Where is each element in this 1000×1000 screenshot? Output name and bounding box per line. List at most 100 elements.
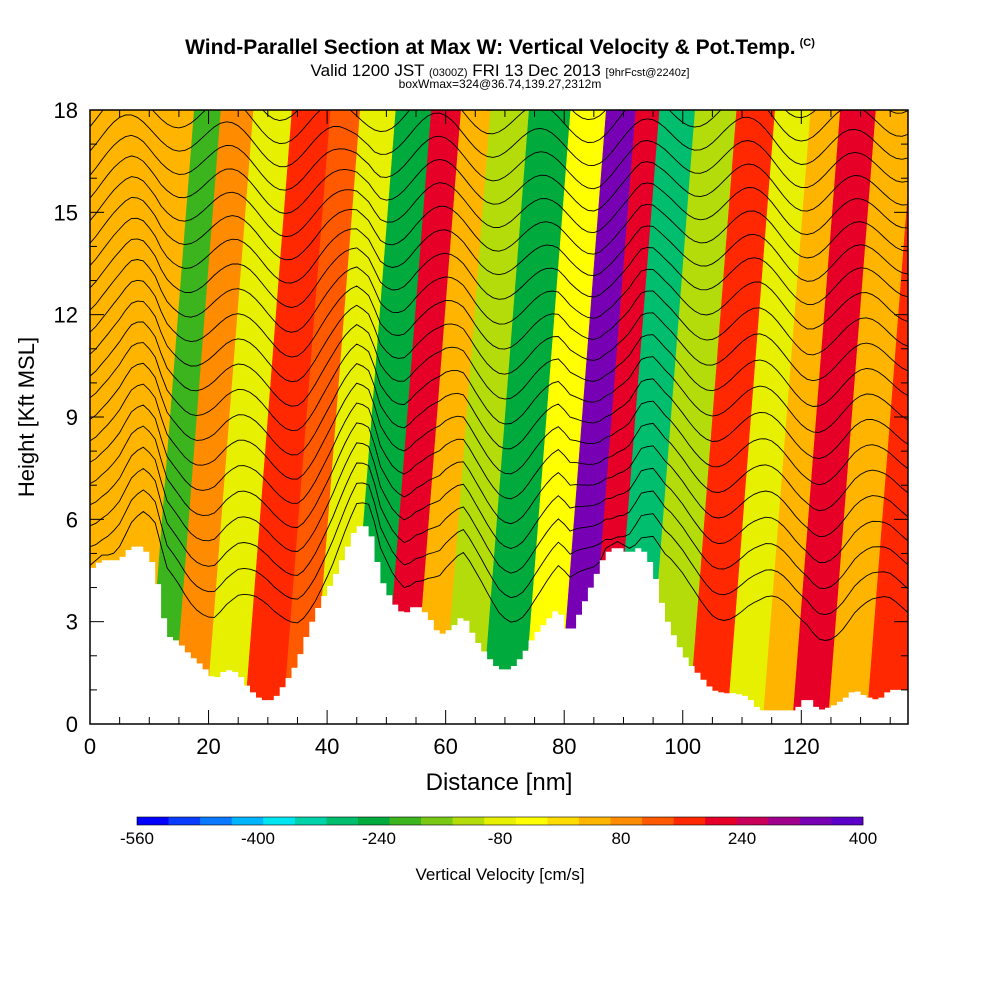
colorbar-swatch	[137, 817, 169, 825]
colorbar-swatch	[642, 817, 674, 825]
velocity-band	[383, 110, 462, 724]
x-tick-label: 120	[783, 734, 820, 759]
theta-contour	[90, 279, 908, 358]
colorbar-swatch	[799, 817, 832, 825]
theta-contour	[90, 217, 908, 284]
y-tick-label: 18	[54, 98, 78, 123]
theta-contour	[90, 176, 908, 238]
y-tick-label: 0	[66, 712, 78, 737]
colorbar-swatch	[168, 817, 201, 825]
x-tick-label: 40	[315, 734, 339, 759]
velocity-band	[558, 110, 637, 724]
theta-contour	[90, 112, 908, 168]
colorbar-swatch	[705, 817, 738, 825]
potential-temperature-contours	[90, 110, 908, 641]
colorbar-frame	[136, 816, 864, 826]
x-axis-ticks: 0 20 40 60 80 100 120	[84, 110, 891, 759]
theta-contour	[90, 382, 908, 486]
colorbar-swatch	[768, 817, 801, 825]
vertical-velocity-field	[90, 110, 908, 724]
theta-contour	[90, 342, 908, 433]
theta-contour	[90, 134, 908, 191]
theta-contour	[90, 462, 908, 590]
velocity-band	[412, 110, 491, 724]
x-tick-label: 60	[433, 734, 457, 759]
colorbar-tick-label: 80	[612, 829, 631, 848]
velocity-band	[522, 110, 607, 724]
colorbar-label: Vertical Velocity [cm/s]	[415, 865, 584, 884]
velocity-band	[762, 110, 841, 724]
theta-contour	[90, 238, 908, 308]
chart-title: Wind-Parallel Section at Max W: Vertical…	[0, 36, 1000, 60]
valid-date: FRI 13 Dec 2013	[472, 61, 601, 80]
y-tick-label: 3	[66, 610, 78, 635]
y-axis-label: Height [Kft MSL]	[14, 337, 39, 497]
colorbar-swatch	[294, 817, 327, 825]
velocity-band	[726, 110, 812, 724]
colorbar-swatch	[736, 817, 769, 825]
colorbar-swatch	[357, 817, 390, 825]
colorbar-swatch	[452, 817, 485, 825]
colorbar-swatch	[578, 817, 611, 825]
theta-contour	[90, 442, 908, 563]
theta-contour	[90, 502, 908, 641]
colorbar-swatch	[326, 817, 359, 825]
x-axis-label: Distance [nm]	[426, 769, 573, 796]
colorbar-swatch	[231, 817, 264, 825]
theta-contour	[90, 155, 908, 214]
y-tick-label: 6	[66, 507, 78, 532]
theta-contour	[90, 362, 908, 460]
x-tick-label: 80	[552, 734, 576, 759]
colorbar-swatch	[263, 817, 296, 825]
colorbar-tick-label: 400	[849, 829, 877, 848]
theta-contour	[90, 321, 908, 407]
valid-time-line: Valid 1200 JST (0300Z) FRI 13 Dec 2013 […	[0, 61, 1000, 81]
colorbar-tick-label: -400	[241, 829, 275, 848]
velocity-band	[827, 110, 908, 724]
colorbar-swatch	[831, 817, 864, 825]
colorbar-tick-label: -240	[362, 829, 396, 848]
theta-contour	[90, 422, 908, 538]
theta-contour	[90, 300, 908, 383]
velocity-band	[172, 110, 254, 724]
velocity-band	[646, 110, 737, 724]
colorbar: -560 -400 -240 -80 80 240 400	[120, 816, 877, 848]
velocity-band	[688, 110, 776, 724]
y-axis-ticks: 0 3 6 9 12 15 18	[54, 98, 908, 737]
colorbar-swatch	[547, 817, 580, 825]
velocity-band	[480, 110, 571, 724]
theta-contour	[90, 196, 908, 261]
x-tick-label: 20	[196, 734, 220, 759]
colorbar-swatch	[200, 817, 232, 825]
valid-time-utc: (0300Z)	[429, 67, 468, 79]
y-tick-label: 9	[66, 405, 78, 430]
velocity-band	[282, 110, 361, 724]
velocity-band	[243, 110, 331, 724]
velocity-band	[442, 110, 530, 724]
copyright-mark: (C)	[799, 37, 815, 49]
chart-title-text: Wind-Parallel Section at Max W: Vertical…	[185, 36, 796, 59]
colorbar-tick-label: -80	[488, 829, 513, 848]
colorbar-tick-label: -560	[120, 829, 154, 848]
theta-contour	[90, 402, 908, 512]
valid-time-jst: Valid 1200 JST	[310, 61, 425, 80]
forecast-info: [9hrFcst@2240z]	[605, 67, 690, 79]
x-tick-label: 0	[84, 734, 96, 759]
y-tick-label: 12	[54, 303, 78, 328]
boxwmax-line: boxWmax=324@36.74,139.27,2312m	[398, 77, 602, 91]
theta-contour	[90, 259, 908, 333]
colorbar-swatch	[389, 817, 422, 825]
colorbar-swatch	[515, 817, 548, 825]
colorbar-swatch	[610, 817, 643, 825]
theta-contour	[90, 482, 908, 616]
y-tick-label: 15	[54, 200, 78, 225]
velocity-band	[146, 110, 222, 724]
velocity-band	[792, 110, 877, 724]
colorbar-swatch	[484, 817, 517, 825]
terrain-mask	[90, 526, 908, 724]
colorbar-tick-label: 240	[728, 829, 756, 848]
colorbar-swatch	[673, 817, 706, 825]
x-tick-label: 100	[664, 734, 701, 759]
colorbar-swatch	[421, 817, 453, 825]
